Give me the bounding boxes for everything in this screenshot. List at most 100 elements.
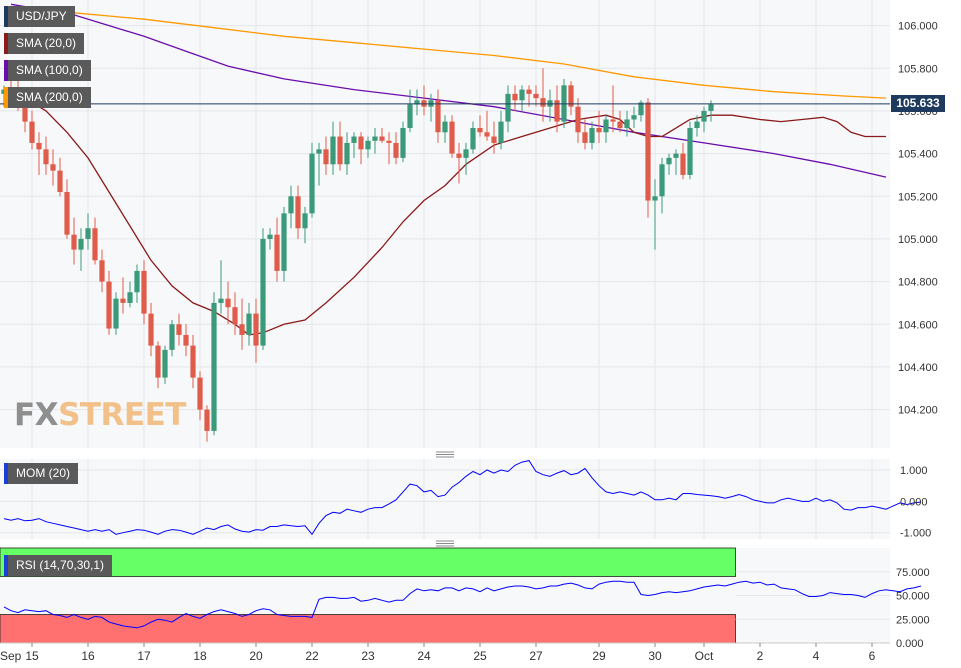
candle-body: [183, 334, 189, 346]
current-price-tag: 105.633: [891, 95, 945, 113]
candle-body: [456, 153, 462, 158]
candle-body: [232, 307, 238, 325]
candle-body: [1, 89, 7, 94]
candle: [239, 298, 245, 350]
candle: [99, 249, 105, 293]
candle-body: [106, 281, 112, 329]
candle-body: [148, 313, 154, 346]
sma200-legend[interactable]: SMA (200,0): [4, 87, 91, 108]
candle: [302, 206, 308, 244]
candle: [176, 313, 182, 346]
candle-body: [36, 142, 42, 150]
rsi-legend[interactable]: RSI (14,70,30,1): [4, 555, 113, 576]
candle: [393, 132, 399, 165]
candle: [288, 185, 294, 229]
time-tick-label: Sep: [0, 649, 22, 663]
price-panel[interactable]: [0, 0, 890, 448]
candle: [267, 228, 273, 250]
candle-body: [638, 102, 644, 116]
candle-body: [162, 349, 168, 378]
current-price-text: 105.633: [896, 96, 940, 111]
candle-body: [365, 140, 371, 150]
sma100-legend[interactable]: SMA (100,0): [4, 60, 91, 81]
candle-body: [687, 128, 693, 175]
sma200-line: [10, 7, 887, 99]
candle: [582, 119, 588, 150]
candle: [610, 85, 616, 133]
candle-body: [295, 196, 301, 229]
candle: [358, 132, 364, 165]
rsi-tick-label: 50.000: [896, 591, 930, 603]
symbol-swatch: [4, 6, 8, 27]
candle: [330, 121, 336, 175]
candle: [603, 115, 609, 143]
time-tick-label: 24: [417, 649, 431, 663]
candle-body: [372, 136, 378, 141]
candle: [71, 217, 77, 265]
candle-body: [92, 228, 98, 261]
candle-body: [673, 153, 679, 158]
candle-body: [190, 345, 196, 378]
candle: [29, 110, 35, 150]
candle: [295, 185, 301, 239]
candle-body: [316, 149, 322, 154]
price-tick-label: 105.200: [898, 191, 938, 203]
candle-body: [554, 100, 560, 122]
candle: [659, 157, 665, 214]
candle: [190, 334, 196, 389]
fxstreet-watermark: FXSTREET: [14, 397, 186, 433]
candle: [477, 115, 483, 137]
candle: [309, 142, 315, 218]
rsi-overbought-zone: [0, 547, 736, 577]
pane-resize-handle-rsi[interactable]: [436, 540, 454, 547]
momentum-axis: 1.000 0.000 -1.000: [900, 465, 931, 540]
candle: [512, 85, 518, 111]
candle: [92, 217, 98, 265]
momentum-tick-label: 1.000: [900, 465, 928, 477]
momentum-grid: [0, 459, 890, 539]
time-axis: Sep 15 16 17 18 20 22 23 24 25 27 29 30 Oct 2 4 6: [0, 643, 876, 663]
candle-body: [491, 136, 497, 143]
candle: [694, 115, 700, 137]
candle: [365, 136, 371, 158]
pane-resize-handle-mom[interactable]: [436, 451, 454, 458]
candle: [57, 157, 63, 197]
sma200-path: [10, 7, 887, 99]
time-tick-label: Oct: [695, 649, 714, 663]
candle-body: [624, 119, 630, 128]
candle-body: [113, 298, 119, 329]
candle: [162, 345, 168, 384]
rsi-tick-label: 75.000: [896, 567, 930, 579]
candle-body: [484, 132, 490, 137]
candle: [225, 281, 231, 325]
candle-body: [134, 270, 140, 293]
time-tick-label: 30: [648, 649, 662, 663]
candle-body: [407, 104, 413, 128]
sma20-legend[interactable]: SMA (20,0): [4, 33, 85, 54]
candle-body: [99, 260, 105, 282]
candle-body: [435, 100, 441, 133]
rsi-panel[interactable]: [0, 547, 922, 644]
candle: [351, 132, 357, 158]
candle-body: [358, 136, 364, 150]
price-panel-background: [0, 0, 890, 448]
time-tick-label: 23: [361, 649, 375, 663]
candle-body: [323, 149, 329, 165]
candle: [113, 292, 119, 335]
symbol-label[interactable]: USD/JPY: [4, 6, 75, 27]
candle: [526, 85, 532, 107]
candle: [253, 298, 259, 363]
candle-body: [442, 121, 448, 133]
candle: [631, 106, 637, 128]
candle: [519, 85, 525, 111]
candle: [484, 110, 490, 141]
candle: [456, 142, 462, 184]
momentum-panel[interactable]: [0, 459, 922, 539]
sma20-label: SMA (20,0): [16, 36, 77, 50]
candle-body: [680, 153, 686, 175]
momentum-legend[interactable]: MOM (20): [4, 463, 78, 484]
candle: [155, 341, 161, 389]
candle-body: [50, 164, 56, 171]
candle-body: [379, 136, 385, 141]
candle: [400, 121, 406, 163]
